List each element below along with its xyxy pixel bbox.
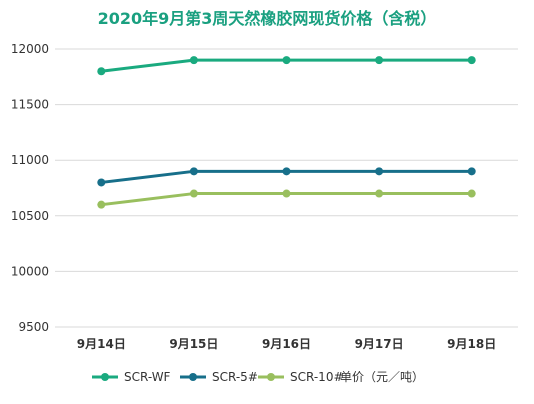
data-point [467, 189, 476, 198]
y-tick-label: 11000 [11, 153, 49, 167]
data-point [282, 167, 291, 176]
x-tick-label: 9月18日 [447, 337, 496, 351]
data-point [282, 189, 291, 198]
x-tick-label: 9月16日 [262, 337, 311, 351]
legend-swatch-marker [267, 373, 275, 381]
gridlines [55, 48, 518, 328]
series-lines [97, 56, 476, 209]
data-point [97, 200, 106, 209]
x-tick-label: 9月15日 [169, 337, 218, 351]
data-point [189, 167, 198, 176]
series-scr-wf [97, 56, 476, 76]
y-tick-label: 10500 [11, 209, 49, 223]
data-point [189, 56, 198, 65]
legend-swatch-marker [101, 373, 109, 381]
legend-label: SCR-WF [124, 370, 171, 384]
legend-label: SCR-5# [212, 370, 258, 384]
legend-swatch-marker [189, 373, 197, 381]
data-point [189, 189, 198, 198]
data-point [282, 56, 291, 65]
chart-title: 2020年9月第3周天然橡胶网现货价格（含税） [98, 9, 437, 28]
data-point [467, 167, 476, 176]
data-point [375, 167, 384, 176]
y-tick-label: 11500 [11, 98, 49, 112]
series-scr-10- [97, 189, 476, 209]
data-point [467, 56, 476, 65]
data-point [97, 178, 106, 187]
legend-label: SCR-10# [290, 370, 344, 384]
data-point [97, 67, 106, 76]
x-tick-label: 9月14日 [77, 337, 126, 351]
data-point [375, 56, 384, 65]
y-axis-tick-labels: 9500 10000 10500 11000 11500 12000 [11, 42, 49, 334]
y-tick-label: 9500 [18, 320, 49, 334]
data-point [375, 189, 384, 198]
x-tick-label: 9月17日 [355, 337, 404, 351]
x-axis-tick-labels: 9月14日 9月15日 9月16日 9月17日 9月18日 [77, 337, 496, 351]
legend-unit-label: 单价（元／吨） [340, 370, 424, 384]
series-scr-5- [97, 167, 476, 187]
y-tick-label: 10000 [11, 264, 49, 278]
y-tick-label: 12000 [11, 42, 49, 56]
legend: 单价（元／吨） SCR-WF SCR-5# SCR-10# [92, 370, 424, 384]
